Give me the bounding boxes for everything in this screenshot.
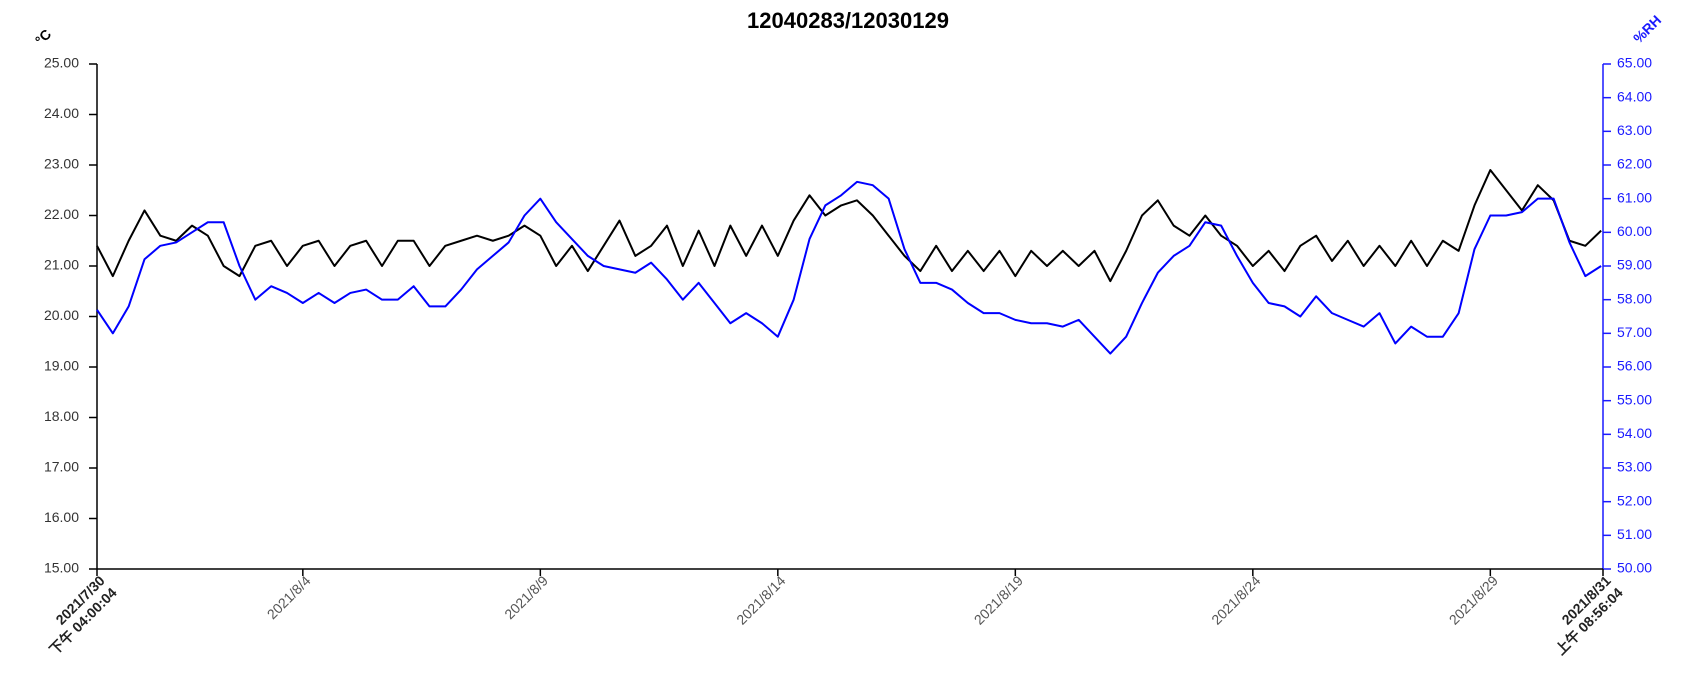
y2-tick-label: 60.00: [1617, 223, 1652, 239]
chart-title: 12040283/12030129: [747, 8, 949, 33]
y2-tick-label: 65.00: [1617, 55, 1652, 71]
data-line: [96, 169, 1602, 283]
y-axis-unit: °C: [32, 26, 54, 48]
x-tick-label: 2021/8/9: [501, 572, 551, 622]
x-tick-label: 2021/8/29: [1446, 572, 1502, 628]
y2-tick-label: 54.00: [1617, 425, 1652, 441]
x-tick-label: 2021/8/24: [1208, 572, 1264, 628]
y2-tick-label: 64.00: [1617, 88, 1652, 104]
y2-tick-label: 57.00: [1617, 324, 1652, 340]
y-tick-label: 17.00: [44, 459, 79, 475]
y2-tick-label: 63.00: [1617, 122, 1652, 138]
y2-tick-label: 52.00: [1617, 492, 1652, 508]
y-tick-label: 24.00: [44, 105, 79, 121]
x-tick-label: 2021/8/4: [264, 572, 314, 622]
y-tick-label: 18.00: [44, 408, 79, 424]
y2-tick-label: 58.00: [1617, 290, 1652, 306]
y2-tick-label: 59.00: [1617, 257, 1652, 273]
y2-tick-label: 61.00: [1617, 189, 1652, 205]
x-tick-label: 2021/8/14: [733, 572, 789, 628]
data-line: [96, 180, 1602, 355]
y-tick-label: 19.00: [44, 358, 79, 374]
y-tick-label: 21.00: [44, 257, 79, 273]
y2-axis-unit: %RH: [1630, 12, 1664, 46]
y-tick-label: 25.00: [44, 55, 79, 71]
y-tick-label: 20.00: [44, 307, 79, 323]
y2-tick-label: 51.00: [1617, 526, 1652, 542]
x-tick-label: 2021/8/19: [971, 572, 1027, 628]
y-tick-label: 15.00: [44, 560, 79, 576]
y2-tick-label: 62.00: [1617, 156, 1652, 172]
y2-tick-label: 56.00: [1617, 358, 1652, 374]
y2-tick-label: 55.00: [1617, 391, 1652, 407]
y-tick-label: 22.00: [44, 206, 79, 222]
y-tick-label: 16.00: [44, 509, 79, 525]
y-tick-label: 23.00: [44, 156, 79, 172]
y2-tick-label: 50.00: [1617, 560, 1652, 576]
y2-tick-label: 53.00: [1617, 459, 1652, 475]
